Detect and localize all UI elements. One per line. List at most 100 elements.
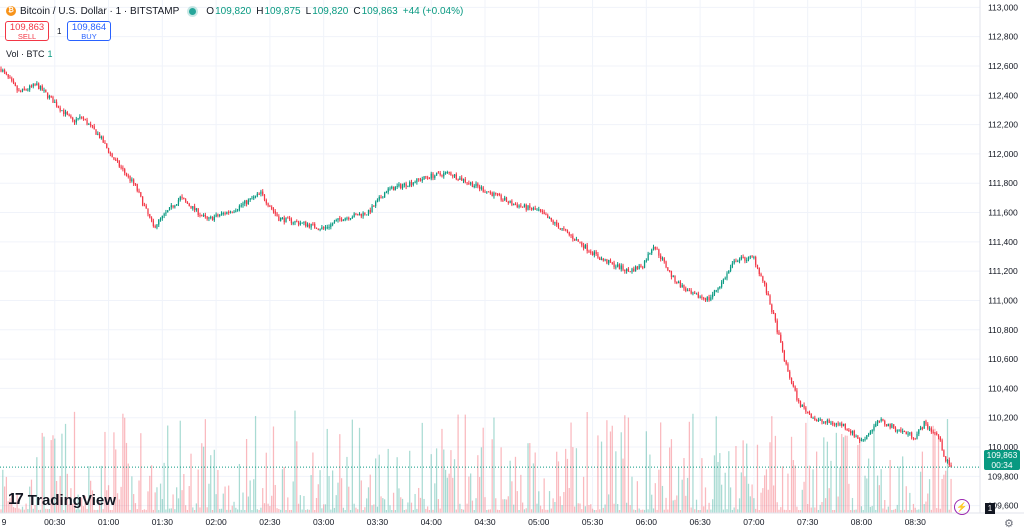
candle-body <box>493 192 495 197</box>
volume-bar <box>742 440 744 513</box>
volume-bar <box>16 494 18 513</box>
candle-body <box>936 433 938 435</box>
candle-body <box>710 297 712 301</box>
candle-body <box>894 427 897 432</box>
volume-bar <box>285 509 287 513</box>
volume-bar <box>699 509 701 513</box>
candle-body <box>832 422 834 425</box>
volume-bar <box>783 509 785 513</box>
volume-bar <box>197 469 199 513</box>
volume-bar <box>516 491 518 513</box>
candle-body <box>572 235 574 240</box>
candle-body <box>468 182 470 184</box>
candle-body <box>717 288 719 291</box>
candle-body <box>751 256 753 258</box>
volume-bar <box>658 469 660 513</box>
volume-bar <box>88 466 90 513</box>
volume-bar <box>712 499 714 513</box>
volume-bar <box>278 508 280 513</box>
candle-body <box>550 217 552 221</box>
candle-body <box>663 258 665 262</box>
candle-body <box>480 187 483 189</box>
candle-body <box>409 182 411 187</box>
candle-body <box>443 172 445 177</box>
time-tick-label: 00:30 <box>44 517 66 527</box>
volume-bar <box>323 504 325 513</box>
candle-body <box>45 90 47 93</box>
volume-bar <box>204 419 206 513</box>
candle-body <box>848 430 850 432</box>
close-label: C <box>353 5 361 17</box>
volume-bar <box>387 448 389 513</box>
volume-bar <box>32 508 34 513</box>
candle-body <box>435 172 438 176</box>
volume-bar <box>297 503 300 513</box>
candle-body <box>772 312 775 314</box>
candle-body <box>498 193 500 195</box>
lightning-icon[interactable]: ⚡ <box>954 499 970 515</box>
candle-body <box>676 281 678 284</box>
candle-body <box>738 259 741 262</box>
candle-body <box>900 429 902 432</box>
volume-bar <box>82 506 85 513</box>
candle-body <box>939 437 941 441</box>
buy-button[interactable]: 109,864 BUY <box>67 21 111 41</box>
volume-bar <box>923 504 925 513</box>
volume-bar <box>45 508 47 513</box>
sell-button[interactable]: 109,863 SELL <box>5 21 49 41</box>
candle-body <box>247 199 250 205</box>
volume-bar <box>280 509 282 513</box>
volume-bar <box>330 509 332 513</box>
candle-body <box>824 421 827 423</box>
candle-body <box>857 436 859 439</box>
symbol-title[interactable]: Bitcoin / U.S. Dollar · 1 · BITSTAMP <box>20 5 180 17</box>
volume-bar <box>432 509 434 513</box>
volume-bar <box>416 508 418 513</box>
candle-body <box>276 213 278 217</box>
market-status-icon[interactable] <box>189 7 197 15</box>
volume-bar <box>764 475 766 513</box>
volume-legend[interactable]: Vol · BTC 1 <box>6 49 53 59</box>
volume-bar <box>321 508 323 513</box>
candle-body <box>823 421 825 423</box>
candle-body <box>749 256 751 258</box>
candle-body <box>288 217 291 219</box>
candle-body <box>297 221 300 225</box>
candle-body <box>265 200 267 204</box>
candle-body <box>373 205 375 207</box>
volume-bar <box>627 417 630 513</box>
flag-counter[interactable]: 1 <box>985 503 995 514</box>
candle-body <box>912 437 915 439</box>
candle-body <box>306 224 309 227</box>
volume-bar <box>767 489 769 513</box>
candle-body <box>720 282 723 287</box>
tradingview-logo[interactable]: 17 TradingView <box>8 491 116 509</box>
candle-body <box>478 186 481 189</box>
candle-body <box>401 185 404 189</box>
candle-body <box>656 248 658 250</box>
candle-body <box>516 204 518 208</box>
volume-bar <box>934 428 936 513</box>
volume-bar <box>430 454 432 513</box>
candle-body <box>660 255 662 259</box>
candle-body <box>826 420 829 423</box>
candle-body <box>165 212 167 214</box>
volume-bar <box>532 463 535 513</box>
candle-body <box>421 179 423 181</box>
volume-bar <box>254 415 257 513</box>
candle-body <box>206 216 208 219</box>
candle-body <box>5 72 8 75</box>
candle-body <box>412 182 414 185</box>
settings-gear-icon[interactable]: ⚙ <box>1004 518 1014 530</box>
volume-bar <box>301 509 303 513</box>
candle-body <box>357 214 359 216</box>
candle-body <box>30 85 33 87</box>
symbol-legend[interactable]: ₿ Bitcoin / U.S. Dollar · 1 · BITSTAMP O… <box>6 4 468 18</box>
candle-body <box>629 271 631 273</box>
candle-body <box>392 186 395 191</box>
volume-bar <box>410 502 413 513</box>
candle-body <box>389 188 391 190</box>
volume-bar <box>513 504 515 513</box>
volume-bar <box>841 433 843 513</box>
